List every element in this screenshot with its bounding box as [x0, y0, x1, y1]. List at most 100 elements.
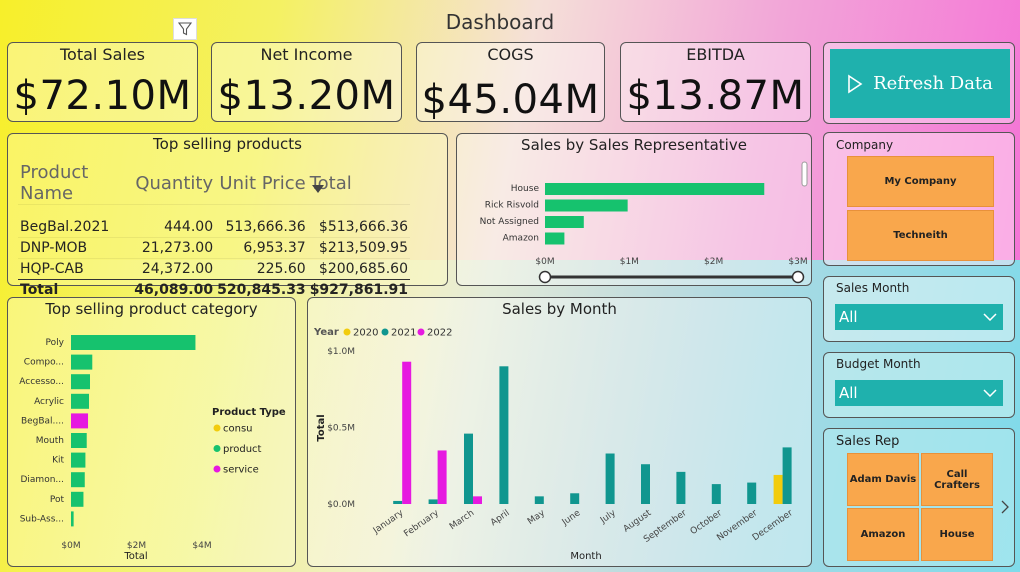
legend-label: product — [223, 444, 262, 455]
month-x-tick: June — [560, 508, 583, 528]
rep-bar — [545, 183, 765, 195]
month-legend-label: 2022 — [427, 328, 452, 339]
month-legend-marker — [381, 328, 389, 336]
month-legend-marker — [343, 328, 351, 336]
range-slider-handle-max[interactable] — [791, 270, 805, 284]
legend-marker — [213, 465, 221, 473]
company-option-techneith[interactable]: Techneith — [847, 210, 994, 261]
category-bar — [71, 472, 85, 488]
chevron-down-icon — [983, 389, 997, 397]
sales-rep-slicer-label: Sales Rep — [836, 434, 900, 449]
month-bar-2021 — [534, 496, 544, 504]
refresh-data-label: Refresh Data — [873, 73, 993, 94]
month-chart-title: Sales by Month — [502, 300, 617, 318]
month-bar-2021 — [393, 500, 403, 504]
play-icon — [848, 74, 863, 93]
kpi-value: $13.20M — [217, 73, 396, 119]
category-label: Acrylic — [34, 397, 64, 407]
top-products-table-card: Top selling products Product Name Quanti… — [7, 133, 448, 300]
kpi-card-total-sales: Total Sales $72.10M — [7, 42, 198, 122]
sales-rep-option-house[interactable]: House — [921, 508, 993, 561]
rep-bar — [545, 199, 628, 212]
top-products-table: Product Name Quantity Unit Price Total B… — [18, 160, 410, 300]
table-cell: 513,666.36 — [215, 204, 308, 238]
category-label: Kit — [52, 456, 64, 466]
category-bar — [71, 452, 86, 468]
table-cell: 225.60 — [215, 258, 308, 280]
company-slicer-label: Company — [836, 138, 894, 152]
table-row[interactable]: BegBal.2021 444.00 513,666.36 $513,666.3… — [18, 204, 410, 238]
month-chart-card: Sales by Month Year 2020 2021 2022 $1.0M $0.5… — [307, 297, 812, 567]
table-cell: $927,861.91 — [307, 279, 410, 300]
category-chart-card: Top selling product category Poly Compo..… — [7, 297, 296, 567]
table-cell: BegBal.2021 — [18, 204, 133, 238]
column-header[interactable]: Unit Price — [219, 172, 306, 194]
table-cell: $213,509.95 — [307, 237, 410, 259]
category-label: Sub-Ass... — [20, 514, 64, 524]
scrollbar[interactable] — [801, 161, 808, 187]
table-cell: 24,372.00 — [132, 258, 216, 280]
category-bar — [71, 393, 90, 409]
month-legend-label: 2020 — [353, 328, 378, 339]
category-label: Pot — [50, 495, 65, 505]
month-bar-2021 — [428, 499, 438, 504]
filter-icon[interactable] — [173, 18, 197, 40]
legend-marker — [213, 424, 221, 432]
month-legend-marker — [417, 328, 425, 336]
category-label: Poly — [46, 338, 65, 348]
chevron-down-icon — [983, 313, 997, 321]
category-chart-title: Top selling product category — [45, 300, 258, 318]
legend-title: Product Type — [212, 407, 286, 418]
kpi-card-ebitda: EBITDA $13.87M — [620, 42, 811, 122]
rep-axis-tick: $3M — [788, 257, 807, 267]
category-bar — [71, 413, 89, 429]
page-title: Dashboard — [445, 10, 555, 34]
company-option-my-company[interactable]: My Company — [847, 156, 994, 207]
month-bar-2022 — [402, 361, 412, 504]
month-bar-2021 — [605, 453, 615, 504]
month-bar-2021 — [782, 447, 792, 504]
month-bar-2022 — [437, 450, 447, 504]
category-bar — [71, 511, 74, 527]
kpi-value: $72.10M — [13, 73, 192, 119]
table-cell: 444.00 — [132, 204, 216, 238]
range-slider-handle-min[interactable] — [538, 270, 552, 284]
kpi-label: Net Income — [260, 45, 353, 64]
rep-category-label: House — [511, 184, 540, 194]
chevron-right-icon[interactable] — [1000, 500, 1010, 514]
category-label: Mouth — [36, 436, 64, 446]
column-header[interactable]: Product Name — [20, 162, 89, 204]
rep-axis-tick: $0M — [535, 257, 554, 267]
column-header[interactable]: Total — [308, 160, 410, 205]
category-bar — [71, 433, 87, 448]
table-cell: $513,666.36 — [307, 204, 410, 238]
month-bar-2020 — [773, 474, 783, 504]
month-bar-2022 — [473, 496, 482, 504]
column-header[interactable]: Quantity — [135, 172, 214, 194]
legend-label: service — [223, 465, 259, 476]
budget-month-dropdown[interactable]: All — [835, 380, 1003, 406]
month-y-axis-label: Total — [316, 414, 327, 441]
sales-month-dropdown[interactable]: All — [835, 304, 1003, 330]
rep-axis-tick: $1M — [620, 257, 639, 267]
sales-month-value: All — [839, 308, 858, 326]
budget-month-slicer: Budget Month All — [823, 352, 1015, 418]
category-bar — [71, 354, 93, 370]
category-axis-label: Total — [123, 551, 147, 562]
table-cell: 520,845.33 — [215, 279, 308, 300]
sales-rep-option-call-crafters[interactable]: Call Crafters — [921, 453, 993, 506]
sales-rep-option-adam-davis[interactable]: Adam Davis — [847, 453, 919, 506]
table-row[interactable]: DNP-MOB 21,273.00 6,953.37 $213,509.95 — [18, 237, 410, 259]
company-slicer: Company My Company Techneith — [823, 132, 1015, 266]
month-y-tick: $1.0M — [327, 347, 355, 357]
refresh-data-button[interactable]: Refresh Data — [830, 49, 1010, 118]
funnel-icon — [178, 22, 192, 36]
category-bar — [71, 491, 84, 507]
month-bar-2021 — [747, 482, 757, 504]
table-row[interactable]: HQP-CAB 24,372.00 225.60 $200,685.60 — [18, 258, 410, 280]
budget-month-label: Budget Month — [836, 357, 921, 371]
category-chart: Poly Compo... Accesso... Acrylic BegBal.... M… — [19, 335, 286, 562]
sales-rep-option-amazon[interactable]: Amazon — [847, 508, 919, 561]
rep-category-label: Not Assigned — [480, 217, 539, 227]
month-legend-label: 2021 — [391, 328, 416, 339]
